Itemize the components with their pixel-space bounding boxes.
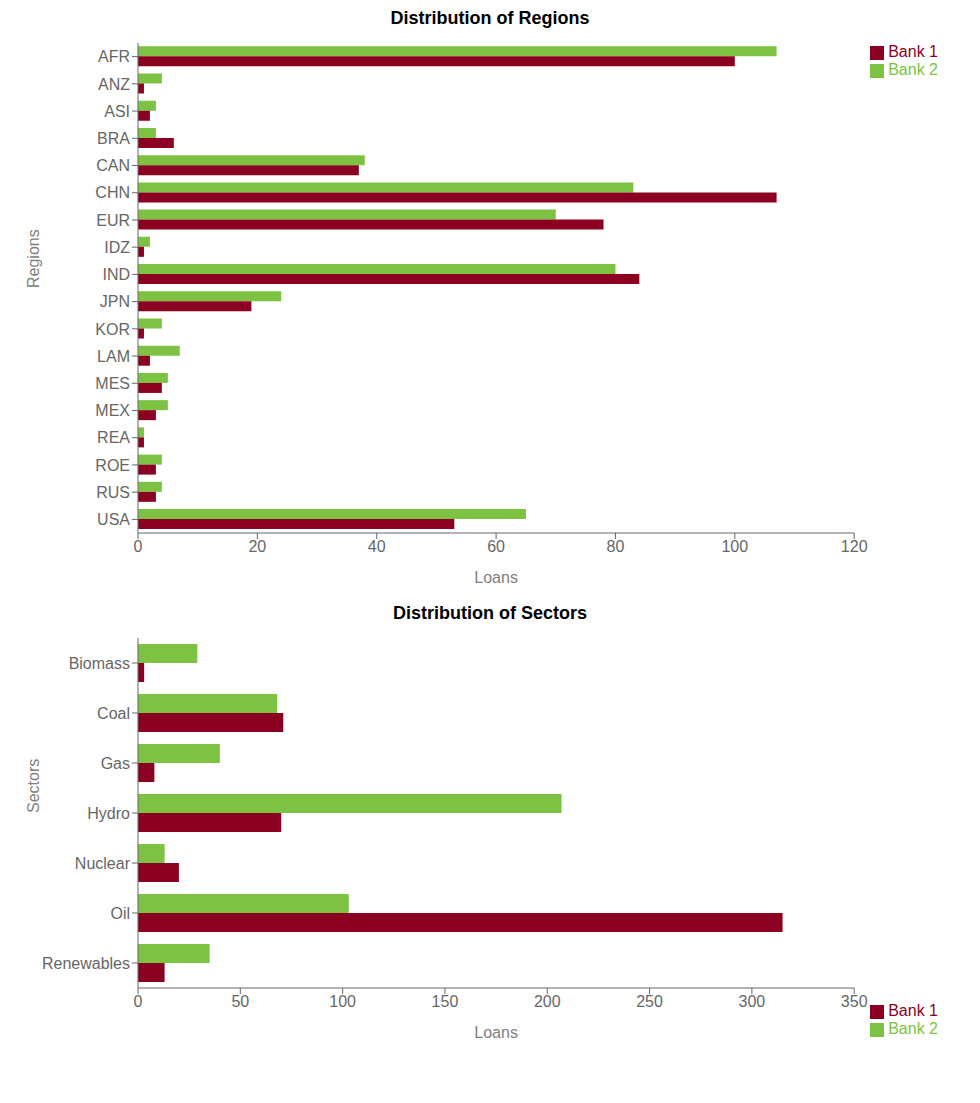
svg-text:EUR: EUR: [96, 212, 130, 229]
svg-text:0: 0: [134, 993, 143, 1010]
svg-text:60: 60: [487, 538, 505, 555]
svg-text:0: 0: [134, 538, 143, 555]
svg-text:CHN: CHN: [95, 184, 130, 201]
svg-text:IDZ: IDZ: [104, 239, 130, 256]
html-text:Distribution of Sectors: Distribution of Sectors: [393, 603, 587, 623]
svg-text:40: 40: [368, 538, 386, 555]
svg-text:BRA: BRA: [97, 130, 130, 147]
svg-text:Coal: Coal: [97, 705, 130, 722]
html-text:Bank 2: Bank 2: [888, 61, 938, 78]
svg-text:Regions: Regions: [25, 229, 42, 288]
svg-text:250: 250: [636, 993, 663, 1010]
svg-text:Biomass: Biomass: [69, 655, 130, 672]
html-text:Bank 1: Bank 1: [888, 43, 938, 60]
svg-text:ASI: ASI: [104, 103, 130, 120]
svg-text:Gas: Gas: [101, 755, 130, 772]
svg-text:Sectors: Sectors: [25, 759, 42, 813]
svg-text:80: 80: [607, 538, 625, 555]
html-text:Distribution of Regions: Distribution of Regions: [390, 8, 590, 28]
html-text:Bank 1: Bank 1: [888, 1002, 938, 1019]
svg-text:AFR: AFR: [98, 48, 130, 65]
svg-text:MEX: MEX: [95, 402, 130, 419]
svg-text:Renewables: Renewables: [42, 955, 130, 972]
svg-text:100: 100: [329, 993, 356, 1010]
svg-text:USA: USA: [97, 511, 130, 528]
svg-text:JPN: JPN: [100, 293, 130, 310]
svg-text:ROE: ROE: [95, 457, 130, 474]
svg-text:150: 150: [432, 993, 459, 1010]
svg-text:ANZ: ANZ: [98, 76, 130, 93]
svg-text:20: 20: [248, 538, 266, 555]
svg-text:50: 50: [231, 993, 249, 1010]
svg-text:IND: IND: [102, 266, 130, 283]
svg-text:350: 350: [841, 993, 868, 1010]
svg-text:100: 100: [721, 538, 748, 555]
svg-text:Nuclear: Nuclear: [75, 855, 131, 872]
svg-text:RUS: RUS: [96, 484, 130, 501]
svg-text:REA: REA: [97, 429, 130, 446]
svg-text:LAM: LAM: [97, 348, 130, 365]
svg-text:CAN: CAN: [96, 157, 130, 174]
svg-text:200: 200: [534, 993, 561, 1010]
svg-text:MES: MES: [95, 375, 130, 392]
svg-text:Loans: Loans: [474, 569, 518, 586]
svg-text:Hydro: Hydro: [87, 805, 130, 822]
html-text:Bank 2: Bank 2: [888, 1020, 938, 1037]
svg-text:300: 300: [739, 993, 766, 1010]
svg-text:Oil: Oil: [110, 905, 130, 922]
svg-text:Loans: Loans: [474, 1024, 518, 1041]
svg-text:120: 120: [841, 538, 868, 555]
svg-text:KOR: KOR: [95, 321, 130, 338]
